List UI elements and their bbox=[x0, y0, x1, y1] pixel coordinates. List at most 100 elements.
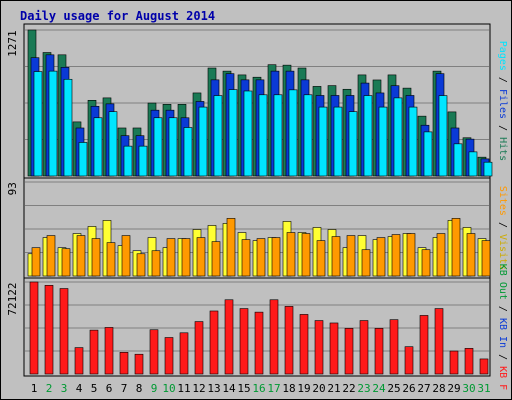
bar-sites bbox=[181, 238, 191, 277]
legend-entry: KB In bbox=[497, 318, 508, 348]
day-label: 26 bbox=[402, 382, 415, 395]
legend-entry: Hits bbox=[497, 137, 508, 161]
bar-pages bbox=[438, 95, 448, 177]
day-label: 19 bbox=[297, 382, 310, 395]
bar-pages bbox=[138, 145, 148, 177]
bar-kb-f bbox=[404, 346, 414, 375]
bar-sites bbox=[61, 248, 71, 277]
bar-pages bbox=[453, 143, 463, 177]
bar-pages bbox=[63, 78, 73, 177]
bar-sites bbox=[436, 233, 446, 277]
bar-kb-f bbox=[284, 306, 294, 375]
bar-kb-f bbox=[29, 281, 39, 375]
bar-kb-f bbox=[344, 328, 354, 375]
bar-kb-f bbox=[239, 308, 249, 375]
bar-kb-f bbox=[314, 320, 324, 375]
bar-sites bbox=[46, 235, 56, 277]
legend-entry: Files bbox=[497, 89, 508, 119]
bar-sites bbox=[166, 238, 176, 277]
axis-max-label: 72122 bbox=[6, 282, 19, 315]
day-label: 23 bbox=[357, 382, 370, 395]
day-label: 6 bbox=[106, 382, 113, 395]
bar-pages bbox=[378, 106, 388, 177]
bar-kb-f bbox=[419, 315, 429, 375]
day-label: 7 bbox=[121, 382, 128, 395]
bar-pages bbox=[33, 71, 43, 177]
day-label: 16 bbox=[252, 382, 265, 395]
day-label: 27 bbox=[417, 382, 430, 395]
bar-sites bbox=[316, 240, 326, 277]
bar-sites bbox=[91, 238, 101, 277]
bar-kb-f bbox=[359, 320, 369, 375]
bar-pages bbox=[393, 97, 403, 177]
chart-title: Daily usage for August 2014 bbox=[20, 9, 215, 23]
bar-pages bbox=[93, 117, 103, 177]
bar-sites bbox=[151, 250, 161, 277]
bar-sites bbox=[211, 241, 221, 277]
bar-pages bbox=[408, 106, 418, 177]
day-label: 30 bbox=[462, 382, 475, 395]
day-label: 12 bbox=[192, 382, 205, 395]
bar-kb-f bbox=[479, 358, 489, 375]
bar-kb-f bbox=[329, 322, 339, 375]
bar-kb-f bbox=[374, 328, 384, 375]
bar-pages bbox=[483, 161, 493, 177]
bar-kb-f bbox=[449, 350, 459, 375]
bar-sites bbox=[376, 237, 386, 277]
bar-pages bbox=[303, 94, 313, 177]
legend-entry: Sites bbox=[497, 186, 508, 216]
day-label: 31 bbox=[477, 382, 490, 395]
day-label: 29 bbox=[447, 382, 460, 395]
bar-sites bbox=[226, 218, 236, 277]
bar-sites bbox=[346, 235, 356, 277]
bar-sites bbox=[196, 237, 206, 277]
bar-sites bbox=[406, 233, 416, 277]
bar-kb-f bbox=[194, 321, 204, 375]
bar-kb-f bbox=[209, 310, 219, 375]
bar-sites bbox=[136, 253, 146, 277]
bar-pages bbox=[333, 106, 343, 177]
legend-top: Pages / Files / Hits bbox=[497, 41, 508, 161]
bar-pages bbox=[48, 70, 58, 177]
bar-pages bbox=[213, 95, 223, 177]
legend-entry: Pages bbox=[497, 41, 508, 71]
panel-middle: 93 Sites / Visits bbox=[6, 177, 508, 279]
legend-entry: Visits bbox=[497, 234, 508, 270]
bar-pages bbox=[78, 142, 88, 177]
legend-entry: KB F bbox=[497, 366, 508, 390]
bar-pages bbox=[318, 106, 328, 177]
legend-separator: / bbox=[497, 216, 508, 234]
bar-sites bbox=[106, 242, 116, 277]
day-label: 10 bbox=[162, 382, 175, 395]
bar-kb-f bbox=[224, 299, 234, 375]
bar-sites bbox=[256, 238, 266, 277]
day-label: 2 bbox=[46, 382, 53, 395]
day-label: 21 bbox=[327, 382, 340, 395]
bar-kb-f bbox=[164, 337, 174, 375]
bar-pages bbox=[363, 95, 373, 177]
bar-kb-f bbox=[464, 348, 474, 375]
day-label: 24 bbox=[372, 382, 386, 395]
bar-pages bbox=[348, 111, 358, 177]
day-label: 22 bbox=[342, 382, 355, 395]
day-label: 14 bbox=[222, 382, 236, 395]
day-label: 9 bbox=[151, 382, 158, 395]
bar-sites bbox=[31, 247, 41, 277]
day-label: 18 bbox=[282, 382, 295, 395]
bar-pages bbox=[168, 117, 178, 177]
bar-kb-f bbox=[434, 308, 444, 375]
bar-sites bbox=[271, 237, 281, 277]
bar-kb-f bbox=[269, 299, 279, 375]
bar-kb-f bbox=[44, 285, 54, 375]
bar-sites bbox=[76, 235, 86, 277]
day-label: 8 bbox=[136, 382, 143, 395]
bar-kb-f bbox=[59, 288, 69, 375]
bar-pages bbox=[228, 89, 238, 177]
day-label: 4 bbox=[76, 382, 83, 395]
day-label: 20 bbox=[312, 382, 325, 395]
bar-kb-f bbox=[104, 327, 114, 375]
bar-kb-f bbox=[119, 352, 129, 375]
bar-kb-f bbox=[254, 311, 264, 375]
legend-separator: / bbox=[497, 119, 508, 137]
